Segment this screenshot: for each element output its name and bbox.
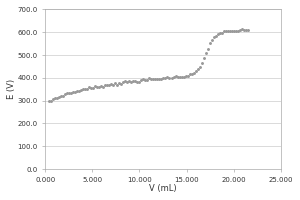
X-axis label: V (mL): V (mL) bbox=[149, 184, 177, 193]
Y-axis label: E (V): E (V) bbox=[7, 79, 16, 99]
